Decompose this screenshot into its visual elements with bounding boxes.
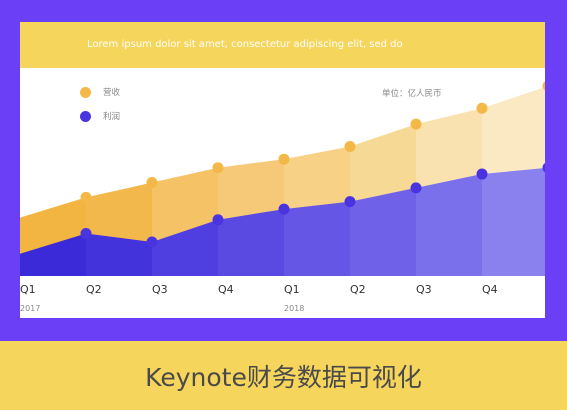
profit-area-segment (20, 233, 86, 276)
revenue-point (278, 153, 290, 165)
profit-area-segment (416, 174, 482, 276)
x-tick-label: Q4 (218, 283, 234, 296)
profit-area-segment (284, 201, 350, 276)
year-label: 2017 (20, 304, 40, 313)
header-text: Lorem ipsum dolor sit amet, consectetur … (87, 39, 403, 50)
area-chart: Q1 Q2 Q3 Q4 Q1 Q2 Q3 Q4 2017 2018 (20, 81, 545, 313)
revenue-point (80, 191, 92, 203)
profit-point (80, 228, 92, 240)
profit-point (146, 236, 158, 248)
profit-point (410, 182, 422, 194)
x-tick-label: Q4 (482, 283, 498, 296)
revenue-point (410, 118, 422, 130)
slide-header: Lorem ipsum dolor sit amet, consectetur … (20, 22, 545, 68)
profit-point (278, 203, 290, 215)
slide: Lorem ipsum dolor sit amet, consectetur … (20, 22, 545, 318)
profit-area-segment (482, 167, 545, 276)
profit-point (476, 168, 488, 180)
x-tick-label: Q1 (284, 283, 300, 296)
legend-item-revenue: 营收 (80, 86, 120, 98)
legend-item-profit: 利润 (80, 110, 120, 122)
x-tick-label: Q1 (20, 283, 36, 296)
profit-area-segment (218, 209, 284, 276)
profit-point (542, 163, 545, 173)
x-tick-label: Q3 (152, 283, 168, 296)
revenue-point (542, 81, 545, 91)
x-tick-label: Q3 (416, 283, 432, 296)
legend-label-profit: 利润 (103, 112, 121, 122)
legend-swatch-revenue (80, 86, 91, 98)
profit-point (344, 196, 356, 208)
unit-label: 单位：亿人民币 (382, 89, 442, 99)
x-tick-label: Q2 (350, 283, 366, 296)
profit-area-segment (152, 219, 218, 276)
revenue-point (476, 102, 488, 114)
legend-swatch-profit (80, 110, 91, 122)
x-tick-label: Q2 (86, 283, 102, 296)
profit-area-segment (350, 187, 416, 276)
revenue-point (344, 140, 356, 152)
revenue-point (212, 162, 224, 174)
revenue-point (146, 177, 158, 189)
caption-title: Keynote财务数据可视化 (145, 362, 422, 392)
profit-area-segment (86, 233, 152, 276)
legend-label-revenue: 营收 (103, 88, 121, 98)
profit-point (212, 214, 224, 226)
caption-bar: Keynote财务数据可视化 (0, 341, 567, 410)
year-label: 2018 (284, 304, 304, 313)
